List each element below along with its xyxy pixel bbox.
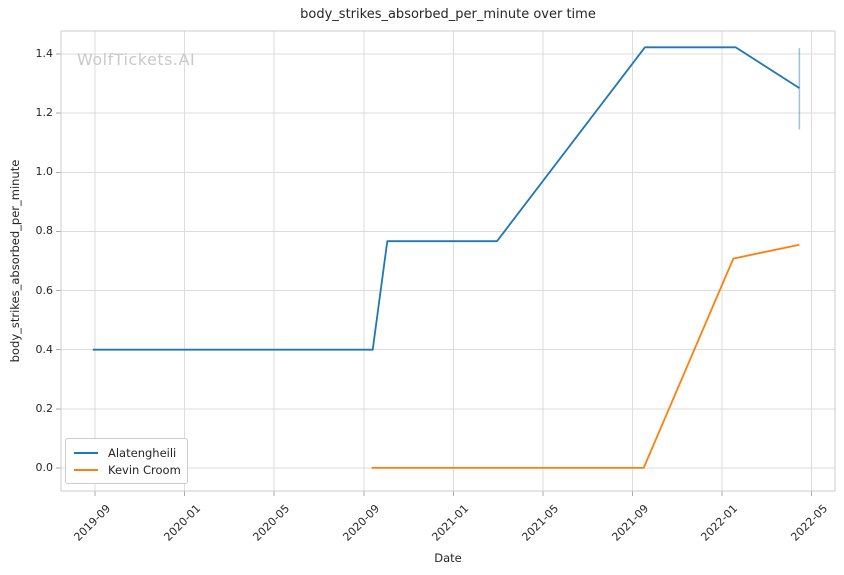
y-tick-label: 0.2 — [35, 401, 54, 415]
y-tick-label: 0.6 — [35, 283, 54, 297]
y-axis-label: body_strikes_absorbed_per_minute — [8, 159, 22, 363]
plot-border — [60, 30, 836, 492]
y-tick-label: 0.0 — [35, 460, 54, 474]
y-tick-label: 0.4 — [35, 342, 54, 356]
legend: Alatengheili Kevin Croom — [65, 438, 188, 484]
series-line-alatengheili — [92, 46, 800, 351]
chart-title: body_strikes_absorbed_per_minute over ti… — [300, 7, 596, 22]
watermark: WolfTickets.AI — [77, 50, 196, 69]
y-tick-label: 1.0 — [35, 165, 54, 179]
legend-item-kevin-croom: Kevin Croom — [74, 461, 181, 478]
legend-item-alatengheili: Alatengheili — [74, 444, 179, 461]
y-tick-label: 1.4 — [35, 47, 54, 61]
y-tick-label: 1.2 — [35, 106, 54, 120]
legend-label: Kevin Croom — [108, 462, 181, 477]
y-tick-label: 0.8 — [35, 224, 54, 238]
series-line-swatch — [74, 451, 98, 454]
series-line-swatch — [74, 468, 98, 471]
legend-label: Alatengheili — [108, 445, 177, 460]
series-line-kevin-croom — [371, 243, 800, 469]
x-axis-label: Date — [434, 551, 462, 565]
